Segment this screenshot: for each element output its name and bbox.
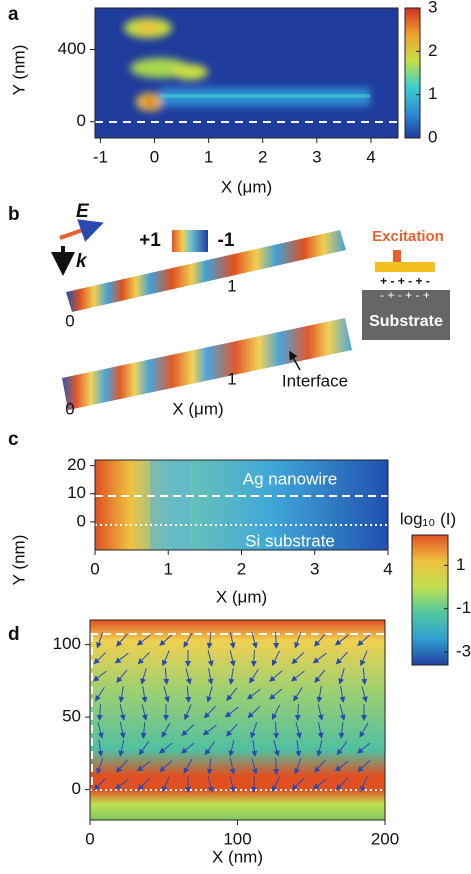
y-axis-label: Y (nm): [9, 535, 28, 586]
heatmap-c: [95, 460, 388, 550]
panel-label: d: [8, 624, 20, 645]
x-tick-label: 1: [164, 559, 173, 578]
annotation: Ag nanowire: [243, 469, 338, 488]
wire-schematic: [375, 262, 435, 272]
panel-label: c: [8, 429, 19, 450]
x-tick-label: 1: [204, 147, 213, 166]
nanowire: [160, 94, 370, 98]
y-tick-label: 100: [53, 634, 81, 653]
x-tick-label: 2: [237, 559, 246, 578]
colorbar: [405, 8, 420, 138]
substrate-label: Substrate: [369, 313, 443, 330]
e-label: E: [76, 201, 90, 222]
x-tick-label: 200: [371, 829, 399, 848]
e-arrow-tail: [60, 236, 65, 238]
x-tick-label: 3: [310, 559, 319, 578]
colorbar-tick-label: -3: [456, 641, 471, 660]
colorbar: [412, 535, 448, 665]
colorbar-tick-label: 0: [428, 127, 437, 146]
colorbar-b: [172, 230, 208, 252]
colorbar-tick-label: 2: [428, 41, 437, 60]
annotation: Si substrate: [245, 531, 335, 550]
x-tick-label: 100: [223, 829, 251, 848]
colorbar-tick-label: +1: [139, 230, 161, 251]
wire-tick-label: 1: [227, 276, 236, 295]
e-arrow: [60, 224, 100, 238]
wire-tick-label: 0: [65, 311, 74, 330]
charges: + - + - + -: [380, 274, 430, 288]
y-tick-label: 0: [77, 511, 86, 530]
x-axis-label: X (nm): [212, 847, 263, 866]
y-tick-label: 400: [58, 39, 86, 58]
x-axis-label: X (μm): [216, 587, 267, 606]
y-tick-label: 50: [62, 707, 81, 726]
colorbar-tick-label: 1: [456, 555, 465, 574]
x-tick-label: 4: [383, 559, 392, 578]
x-tick-label: 0: [90, 559, 99, 578]
x-tick-label: -1: [93, 147, 108, 166]
wire-bottom: [62, 318, 352, 410]
wire-tick-label: 1: [227, 369, 236, 388]
vector: [276, 758, 277, 774]
panel-label: b: [8, 204, 20, 225]
k-label: k: [76, 251, 88, 272]
colorbar-label: log₁₀ (I): [400, 509, 456, 528]
y-axis-label: Y (nm): [9, 45, 28, 96]
y-tick-label: 20: [67, 455, 86, 474]
colorbar-tick-label: -1: [218, 230, 235, 251]
y-tick-label: 0: [77, 111, 86, 130]
x-tick-label: 4: [366, 147, 375, 166]
x-tick-label: 3: [312, 147, 321, 166]
x-tick-label: 0: [85, 829, 94, 848]
excitation-label: Excitation: [372, 228, 444, 245]
charges: - + - + - +: [380, 288, 430, 302]
interface-label: Interface: [282, 371, 348, 390]
excitation-arrow: [393, 250, 401, 262]
colorbar-tick-label: 3: [428, 0, 437, 16]
x-tick-label: 0: [150, 147, 159, 166]
heatmap-c-band: [150, 460, 190, 550]
y-tick-label: 0: [72, 779, 81, 798]
wire-tick-label: 0: [65, 399, 74, 418]
figure: a-1012340400X (μm)Y (nm)0123c0123401020X…: [0, 0, 471, 869]
x-tick-label: 2: [258, 147, 267, 166]
panel-label: a: [8, 4, 19, 25]
x-axis-label: X (μm): [221, 177, 272, 196]
y-tick-label: 10: [67, 483, 86, 502]
x-axis-label: X (μm): [172, 399, 223, 418]
colorbar-tick-label: 1: [428, 84, 437, 103]
colorbar-tick-label: -1: [456, 598, 471, 617]
